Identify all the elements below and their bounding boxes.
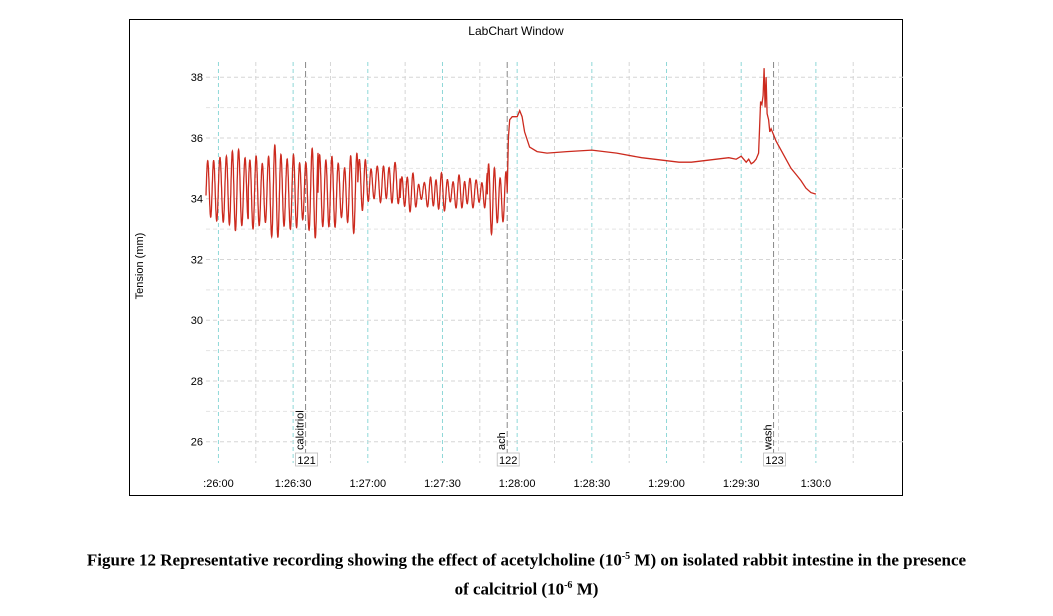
tension-trace xyxy=(205,68,817,240)
comment-number-box xyxy=(763,452,786,467)
y-tick-label: 34 xyxy=(191,194,203,206)
x-tick-label: 1:30:0 xyxy=(801,478,832,490)
comment-text: wash xyxy=(763,424,775,451)
x-tick-label: 1:27:00 xyxy=(349,478,386,490)
comment-number-box xyxy=(295,452,318,467)
chart-svg: LabChart Window Tension (mm) :26:00 1:26:… xyxy=(134,24,903,490)
comment-markers: 121 calcitriol 122 ach 123 wash xyxy=(295,62,786,467)
caption-sup-a: -5 xyxy=(621,551,631,562)
caption-sup-b: -6 xyxy=(564,579,573,591)
caption-text-b: M) on isolated rabbit intestine in the p… xyxy=(630,550,967,570)
x-tick-label: 1:29:00 xyxy=(648,478,685,490)
y-tick-label: 30 xyxy=(191,315,203,327)
y-tick-label: 36 xyxy=(191,133,203,145)
x-tick-label: 1:27:30 xyxy=(424,478,461,490)
comment-text: ach xyxy=(496,432,508,450)
comment-text: calcitriol xyxy=(295,410,307,450)
y-tick-label: 38 xyxy=(191,72,203,84)
y-tick-label: 26 xyxy=(191,437,203,449)
chart-title: LabChart Window xyxy=(468,24,564,38)
x-tick-label: 1:29:30 xyxy=(723,478,760,490)
figure-caption: Figure 12 Representative recording showi… xyxy=(0,544,1053,601)
caption-text-c: of calcitriol (10 xyxy=(454,579,565,599)
comment-number: 121 xyxy=(297,455,315,467)
x-tick-label: :26:00 xyxy=(203,478,234,490)
x-tick-label: 1:28:30 xyxy=(573,478,610,490)
axis-ticks: :26:00 1:26:30 1:27:00 1:27:30 1:28:00 1:28:3… xyxy=(191,72,831,490)
comment-number: 123 xyxy=(765,455,783,467)
grid xyxy=(206,62,903,463)
y-axis-label: Tension (mm) xyxy=(134,233,146,300)
comment-number: 122 xyxy=(499,455,517,467)
caption-text-d: M) xyxy=(572,579,599,599)
y-tick-label: 28 xyxy=(191,376,203,388)
x-tick-label: 1:28:00 xyxy=(499,478,536,490)
y-tick-label: 32 xyxy=(191,254,203,266)
x-tick-label: 1:26:30 xyxy=(275,478,312,490)
comment-number-box xyxy=(496,452,520,467)
caption-text-a: Figure 12 Representative recording showi… xyxy=(86,550,622,570)
